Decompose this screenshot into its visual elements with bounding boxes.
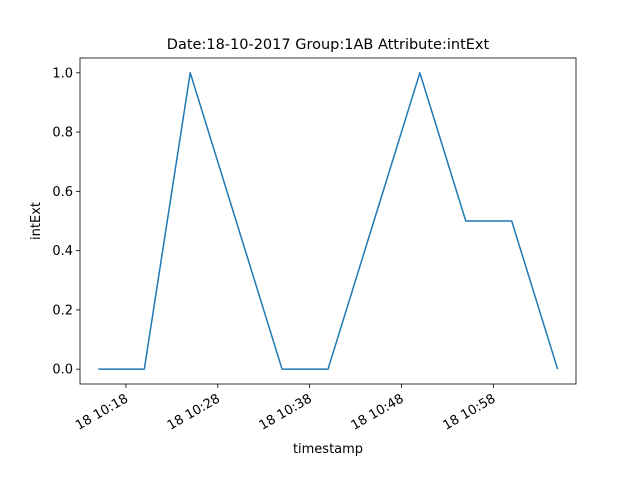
y-tick-label: 0.8 bbox=[52, 126, 73, 141]
y-tick-label: 0.6 bbox=[52, 185, 73, 200]
y-axis-label: intExt bbox=[29, 202, 44, 240]
line-series bbox=[98, 72, 559, 370]
y-tick-label: 1.0 bbox=[52, 66, 73, 81]
y-tick-label: 0.4 bbox=[52, 244, 73, 259]
chart-title: Date:18-10-2017 Group:1AB Attribute:intE… bbox=[167, 37, 490, 53]
x-axis-label: timestamp bbox=[293, 442, 363, 457]
axes-frame bbox=[79, 57, 577, 385]
y-tick-label: 0.2 bbox=[52, 303, 73, 318]
y-tick-label: 0.0 bbox=[52, 363, 73, 378]
